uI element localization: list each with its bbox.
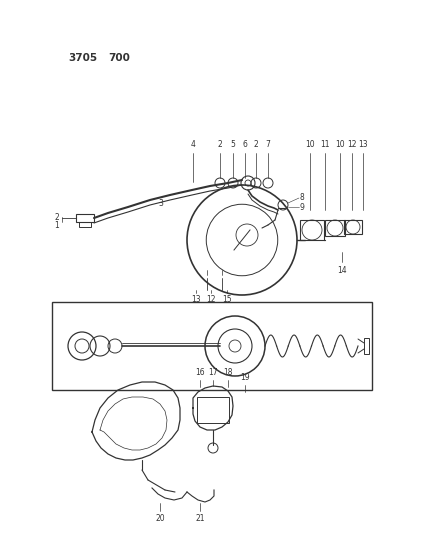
Text: 1: 1 <box>54 221 59 230</box>
Bar <box>79 222 91 227</box>
Bar <box>344 220 362 234</box>
Text: 17: 17 <box>208 368 218 377</box>
Text: 2: 2 <box>54 213 59 222</box>
Text: 16: 16 <box>195 368 205 377</box>
Text: 11: 11 <box>320 140 330 149</box>
Text: 12: 12 <box>347 140 357 149</box>
Text: 18: 18 <box>223 368 233 377</box>
Text: 19: 19 <box>240 373 250 382</box>
Text: 5: 5 <box>231 140 235 149</box>
Bar <box>364 338 369 354</box>
Text: 700: 700 <box>108 53 130 63</box>
Text: 12: 12 <box>206 295 216 304</box>
Text: 14: 14 <box>337 266 347 275</box>
Text: 13: 13 <box>191 295 201 304</box>
Bar <box>300 220 324 240</box>
Text: 21: 21 <box>195 514 205 523</box>
Text: 20: 20 <box>155 514 165 523</box>
Bar <box>52 302 372 390</box>
Text: 6: 6 <box>243 140 247 149</box>
Text: 2: 2 <box>254 140 259 149</box>
Text: 2: 2 <box>217 140 223 149</box>
Text: 7: 7 <box>265 140 270 149</box>
Text: 8: 8 <box>300 193 305 203</box>
Bar <box>197 397 229 423</box>
Text: 3705: 3705 <box>68 53 97 63</box>
Bar <box>76 214 94 222</box>
Text: 3: 3 <box>158 198 163 207</box>
Text: 13: 13 <box>358 140 368 149</box>
Text: 9: 9 <box>300 204 305 213</box>
Text: 15: 15 <box>222 295 232 304</box>
Text: 4: 4 <box>190 140 196 149</box>
Text: 10: 10 <box>335 140 345 149</box>
Bar <box>325 220 345 236</box>
Text: 10: 10 <box>305 140 315 149</box>
